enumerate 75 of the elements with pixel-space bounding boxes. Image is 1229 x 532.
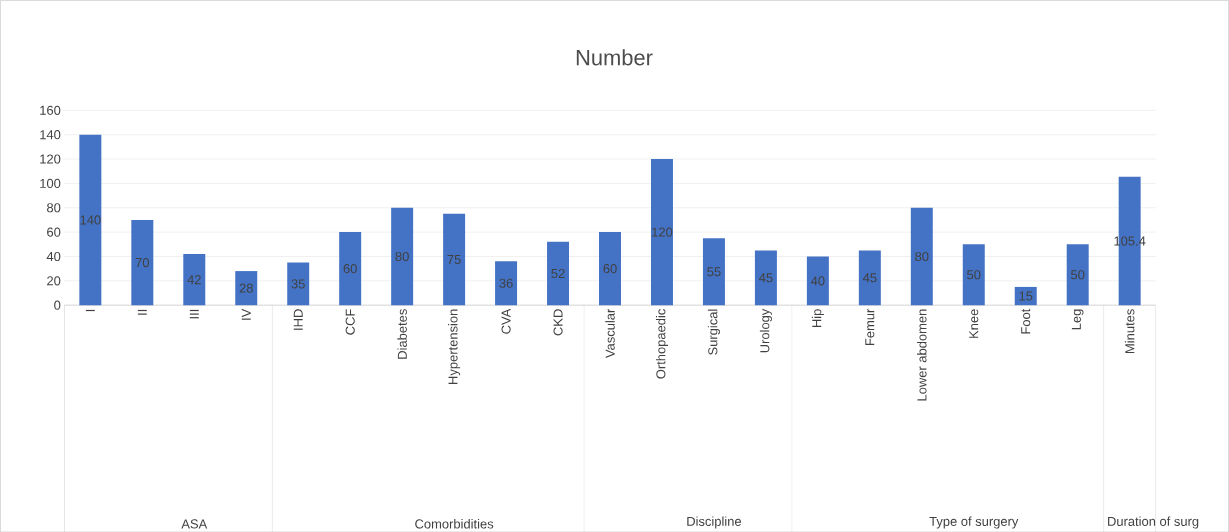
y-tick-label: 20 bbox=[47, 276, 61, 286]
data-label: 50 bbox=[1071, 269, 1085, 280]
data-label: 70 bbox=[135, 257, 150, 267]
y-tick-label: 140 bbox=[40, 129, 61, 140]
bar bbox=[599, 231, 621, 305]
x-tick-label: IHD bbox=[293, 309, 303, 330]
bar bbox=[443, 213, 466, 305]
bar bbox=[910, 207, 933, 305]
bar bbox=[495, 261, 518, 305]
y-tick-label: 60 bbox=[47, 227, 61, 237]
bar bbox=[339, 231, 362, 305]
data-label: 52 bbox=[551, 268, 565, 278]
y-tick-label: 0 bbox=[54, 300, 61, 310]
data-label: 120 bbox=[652, 227, 673, 237]
x-tick-label: Knee bbox=[969, 309, 979, 338]
x-tick-label: Minutes bbox=[1124, 308, 1135, 353]
y-tick-label: 100 bbox=[40, 178, 61, 188]
data-label: 28 bbox=[239, 283, 253, 293]
x-tick-label: Diabetes bbox=[397, 308, 407, 359]
x-tick-label: Leg bbox=[1071, 309, 1084, 330]
data-label: 42 bbox=[187, 274, 201, 284]
y-tick-label: 120 bbox=[40, 154, 61, 164]
bar bbox=[391, 207, 414, 305]
bar bbox=[79, 134, 102, 305]
x-tick-label: CCF bbox=[345, 309, 355, 335]
data-label: 55 bbox=[707, 266, 721, 276]
x-tick-label: III bbox=[189, 309, 199, 319]
data-label: 45 bbox=[759, 273, 773, 283]
x-tick-label: Orthopaedic bbox=[655, 308, 669, 379]
bar bbox=[235, 270, 258, 305]
data-label: 140 bbox=[80, 215, 101, 225]
bar bbox=[131, 219, 154, 305]
data-label: 80 bbox=[395, 251, 409, 261]
data-label: 60 bbox=[603, 263, 617, 274]
data-label: 36 bbox=[499, 278, 513, 288]
x-tick-label: Vascular bbox=[605, 308, 615, 358]
data-label: 35 bbox=[291, 279, 305, 289]
text: Duration of surg bbox=[1108, 516, 1199, 529]
data-label: 15 bbox=[1019, 291, 1033, 301]
x-tick-label: Lower abdomen bbox=[917, 309, 927, 401]
x-tick-label: IV bbox=[241, 308, 251, 320]
data-label: 75 bbox=[447, 254, 461, 264]
text: Comorbidities bbox=[415, 518, 494, 529]
bar bbox=[183, 253, 206, 305]
x-tick-label: Foot bbox=[1021, 308, 1031, 334]
bar bbox=[754, 250, 777, 305]
bar bbox=[858, 250, 881, 305]
text: Discipline bbox=[687, 516, 742, 529]
data-label: 60 bbox=[343, 263, 357, 274]
y-tick-label: 40 bbox=[46, 251, 61, 261]
x-tick-label: II bbox=[137, 309, 147, 315]
y-tick-label: 80 bbox=[47, 202, 61, 213]
data-label: 80 bbox=[915, 251, 929, 261]
x-tick-label: Surgical bbox=[707, 309, 720, 355]
x-tick-label: Femur bbox=[865, 308, 875, 345]
x-tick-label: Hypertension bbox=[448, 309, 461, 384]
data-label: 50 bbox=[967, 269, 981, 280]
text: Type of surgery bbox=[929, 516, 1019, 529]
bar bbox=[806, 256, 829, 305]
text: ASA bbox=[181, 519, 208, 529]
y-tick-label: 160 bbox=[40, 105, 61, 115]
x-tick-label: Hip bbox=[811, 309, 824, 327]
x-tick-label: Urology bbox=[759, 308, 772, 353]
bar bbox=[1066, 244, 1089, 305]
chart-title: Number bbox=[576, 49, 653, 66]
x-tick-label: CKD bbox=[553, 309, 563, 336]
bar bbox=[650, 158, 673, 305]
bar bbox=[962, 244, 985, 305]
bar bbox=[287, 262, 310, 305]
bar bbox=[547, 241, 570, 305]
data-label: 40 bbox=[810, 276, 825, 286]
x-tick-label: I bbox=[85, 309, 95, 311]
x-tick-label: CVA bbox=[501, 308, 511, 334]
bar bbox=[702, 237, 725, 305]
data-label: 45 bbox=[862, 273, 877, 283]
